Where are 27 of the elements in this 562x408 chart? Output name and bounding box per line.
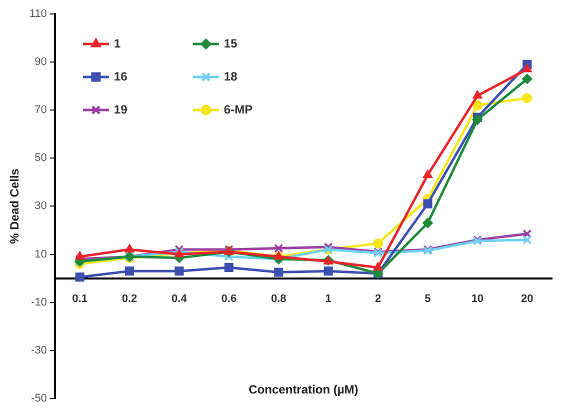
y-tick-label: 30 — [34, 200, 47, 212]
legend-label: 18 — [224, 69, 238, 84]
legend-label: 19 — [114, 102, 128, 116]
y-axis-title: % Dead Cells — [8, 168, 22, 244]
legend-label: 1 — [114, 36, 121, 50]
y-tick-label: 70 — [34, 104, 47, 116]
x-tick-label: 2 — [374, 292, 382, 305]
y-tick-label: 50 — [34, 152, 47, 164]
x-tick-label: 0.8 — [270, 292, 286, 305]
legend-label: 16 — [114, 69, 128, 84]
x-tick-label: 0.2 — [122, 292, 138, 305]
x-tick-label: 5 — [424, 292, 431, 305]
x-tick-label: 0.4 — [172, 292, 188, 305]
y-tick-label: -50 — [31, 392, 47, 404]
x-tick-label: 0.1 — [72, 292, 88, 305]
y-tick-label: -30 — [31, 344, 47, 356]
y-tick-label: -10 — [31, 296, 47, 308]
x-tick-label: 0.6 — [221, 292, 237, 305]
y-tick-label: 110 — [29, 8, 47, 20]
y-tick-label: 90 — [34, 56, 47, 68]
x-axis-title: Concentration (µM) — [248, 382, 358, 397]
x-tick-label: 10 — [471, 292, 484, 305]
x-tick-label: 20 — [521, 292, 534, 305]
x-tick-label: 1 — [325, 292, 332, 305]
legend-label: 15 — [224, 36, 238, 50]
y-tick-label: 10 — [34, 248, 47, 260]
legend-label: 6-MP — [224, 102, 253, 116]
